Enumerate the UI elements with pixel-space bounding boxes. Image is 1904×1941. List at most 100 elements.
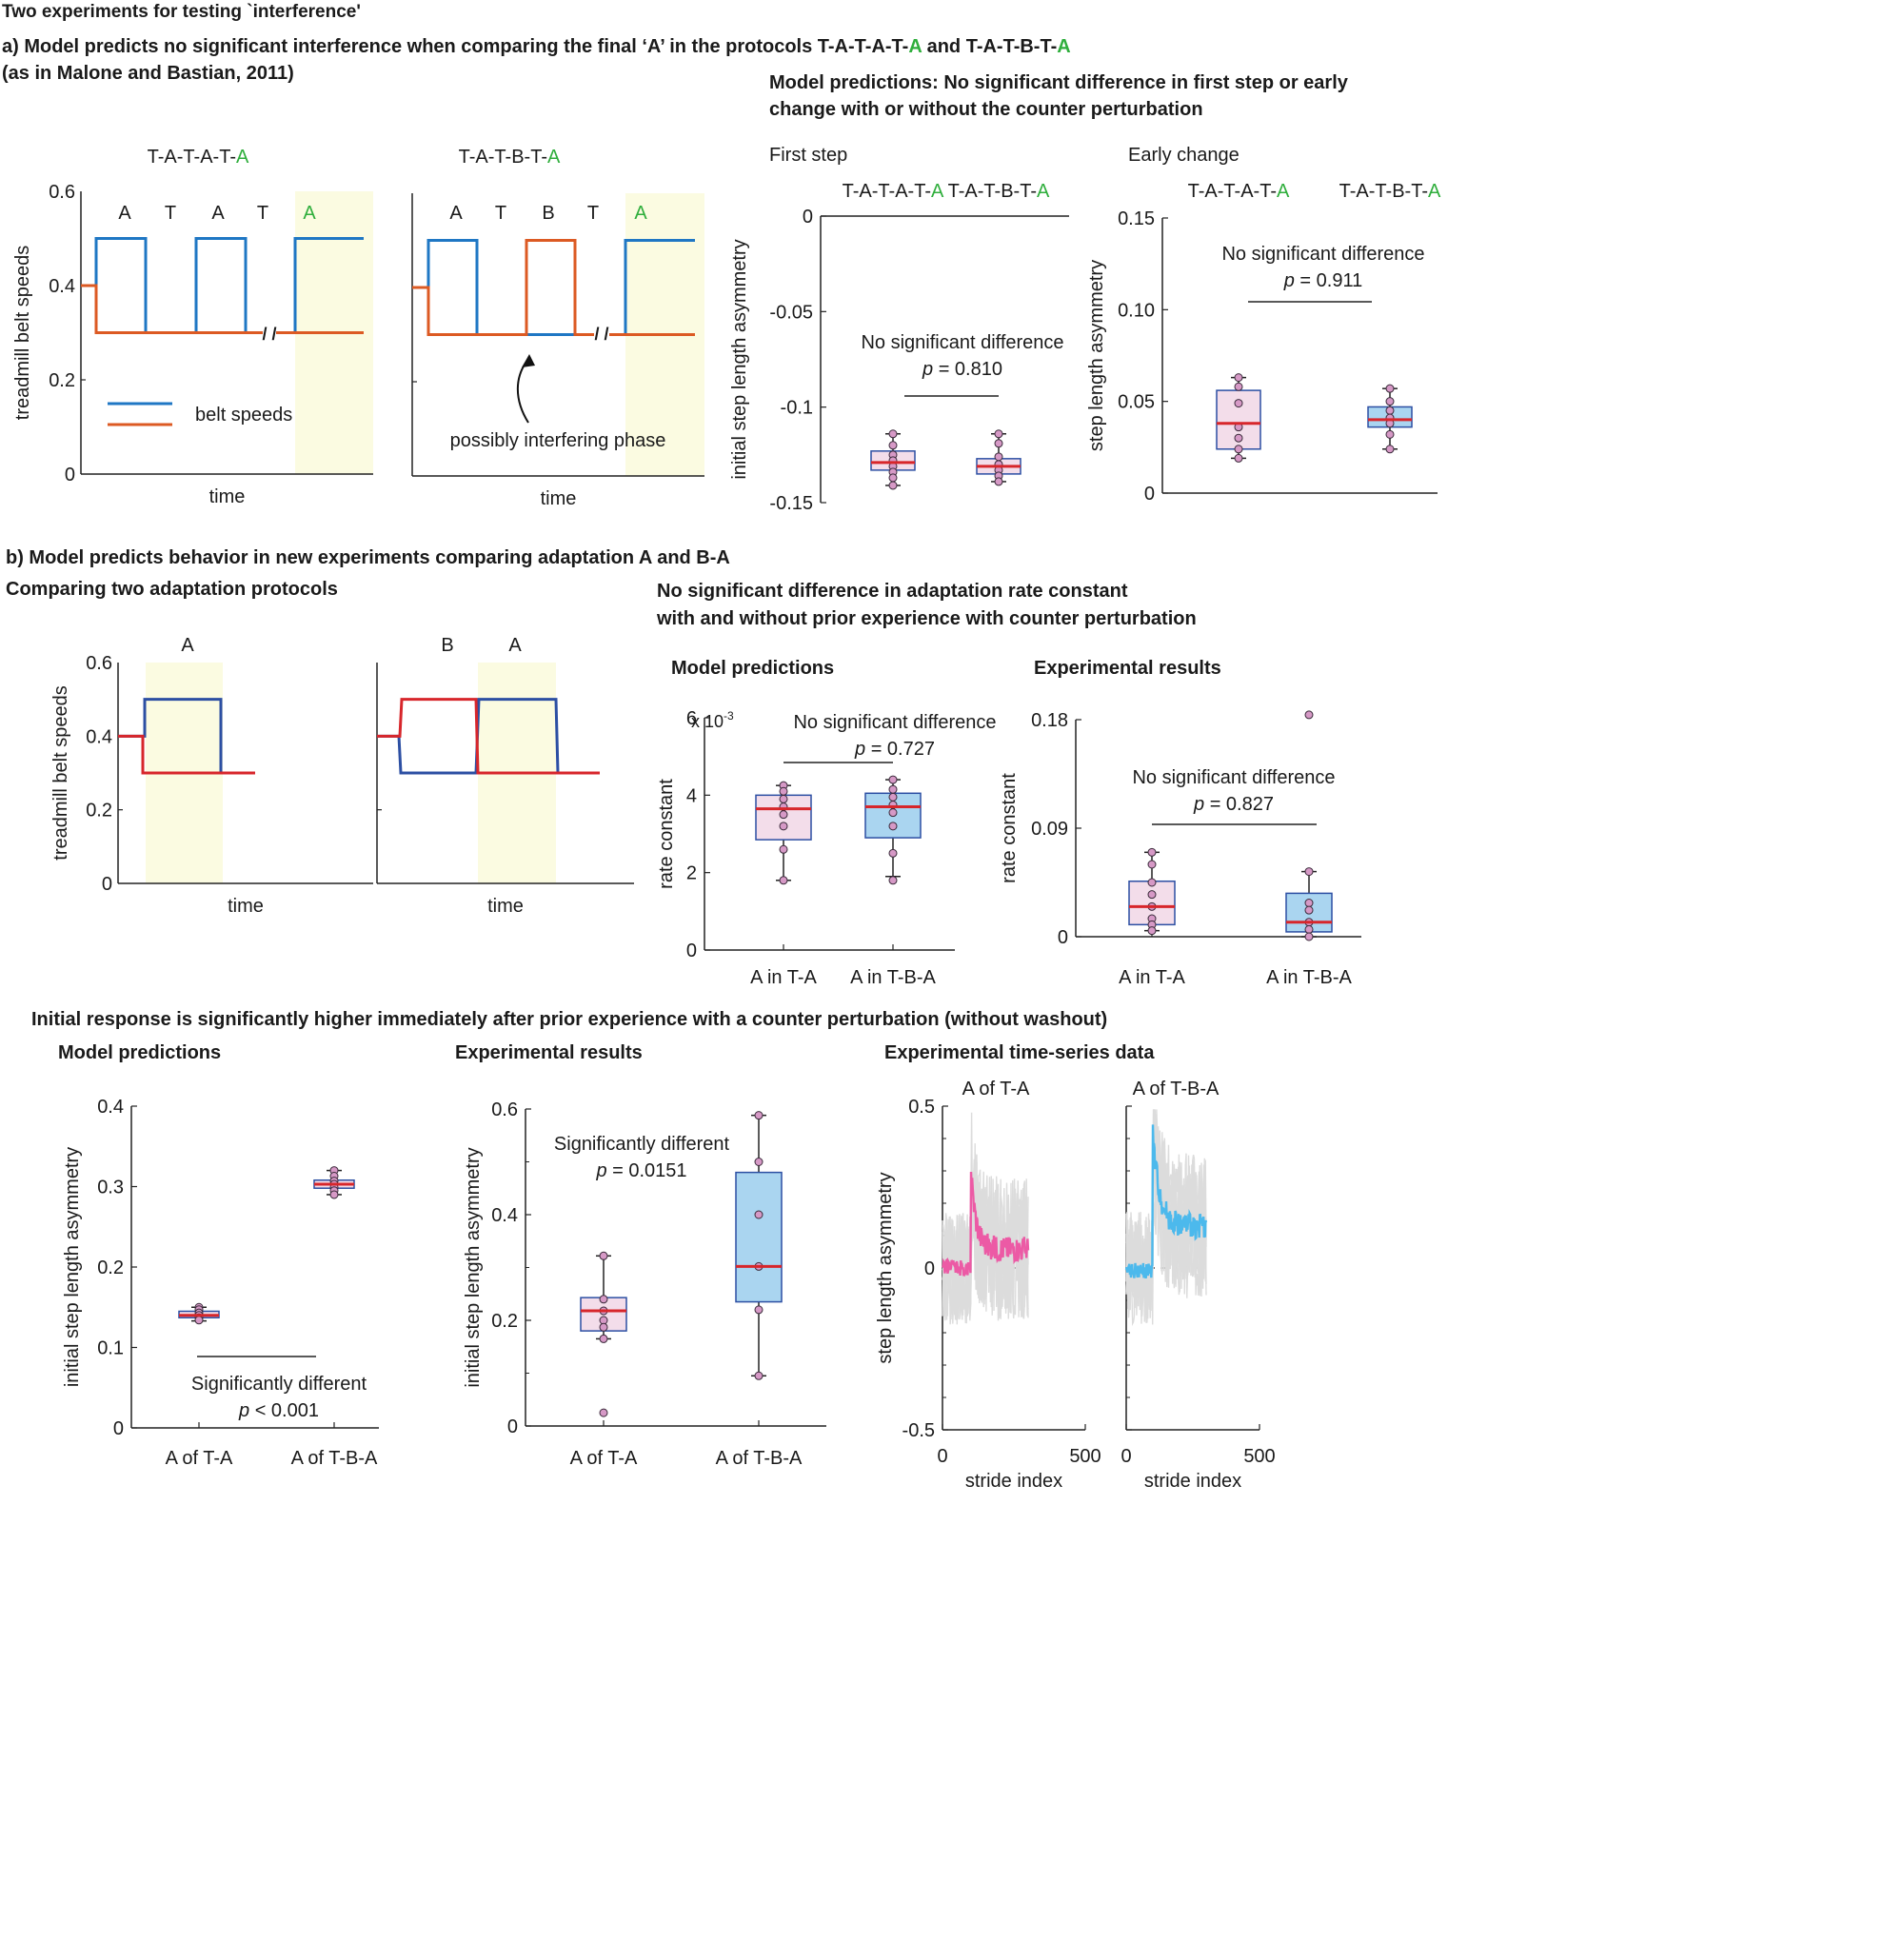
data-point: [754, 1158, 764, 1166]
data-point: [888, 876, 898, 885]
category-label: A of T-A: [166, 1448, 233, 1469]
data-point: [329, 1190, 339, 1199]
y-tick-label: 0.4: [49, 276, 75, 297]
p-value-label: p = 0.727: [854, 739, 935, 760]
significance-annotation: Significantly different: [191, 1374, 367, 1395]
x-tick-label: 0: [1121, 1446, 1131, 1467]
data-point: [994, 439, 1003, 448]
x-tick-label: 500: [1069, 1446, 1101, 1467]
init-model-heading: Model predictions: [58, 1042, 222, 1063]
section-a-citation: (as in Malone and Bastian, 2011): [2, 63, 294, 84]
data-point: [779, 822, 788, 831]
data-point: [1234, 399, 1243, 408]
data-point: [754, 1371, 764, 1380]
category-label: T-A-T-A-T-A: [1188, 181, 1290, 202]
rate-exp-heading: Experimental results: [1034, 658, 1221, 679]
model-predictions-heading-1: Model predictions: No significant differ…: [769, 72, 1348, 93]
timeseries-heading: Experimental time-series data: [884, 1042, 1155, 1063]
data-point: [1147, 847, 1157, 857]
data-point: [1385, 397, 1395, 406]
phase-label: T: [257, 203, 268, 224]
data-point: [1147, 878, 1157, 887]
p-value-label: p = 0.810: [922, 359, 1002, 380]
data-point: [1147, 860, 1157, 869]
x-axis-label: time: [228, 896, 264, 917]
first-step-title: First step: [769, 145, 848, 166]
early-change-title: Early change: [1128, 145, 1240, 166]
x-axis-label: time: [209, 486, 246, 507]
data-point: [1304, 905, 1314, 915]
data-point: [1385, 384, 1395, 393]
y-tick-label: 0.2: [86, 801, 112, 822]
y-tick-label: 0: [507, 1416, 518, 1437]
y-tick-label: 0.4: [86, 726, 112, 747]
phase-label: A: [508, 635, 522, 656]
significance-annotation: Significantly different: [554, 1134, 730, 1155]
y-axis-label: step length asymmetry: [875, 1172, 896, 1363]
significance-annotation: No significant difference: [793, 712, 996, 733]
data-point: [779, 810, 788, 820]
y-tick-label: -0.15: [769, 493, 813, 514]
data-point: [599, 1408, 608, 1417]
rate-nosig-heading-2: with and without prior experience with c…: [657, 608, 1197, 629]
y-axis-label: treadmill belt speeds: [12, 246, 33, 420]
data-point: [888, 784, 898, 794]
interfering-phase-arrow: [516, 357, 530, 424]
data-point: [1304, 932, 1314, 941]
y-tick-label: 0.05: [1118, 392, 1155, 413]
data-point: [1234, 382, 1243, 391]
y-tick-label: 0: [1144, 484, 1155, 505]
data-point: [1304, 899, 1314, 908]
significance-annotation: No significant difference: [861, 332, 1063, 353]
data-point: [599, 1295, 608, 1304]
legend-label: belt speeds: [195, 405, 292, 426]
phase-label: A: [118, 203, 131, 224]
data-point: [599, 1251, 608, 1260]
y-tick-label: 6: [686, 708, 697, 729]
y-tick-label: 2: [686, 863, 697, 884]
significance-annotation: No significant difference: [1132, 767, 1335, 788]
data-point: [1147, 890, 1157, 900]
category-label: A in T-A: [750, 967, 817, 988]
green-A-1: A: [908, 36, 922, 57]
init-exp-heading: Experimental results: [455, 1042, 643, 1063]
y-tick-label: 0.2: [97, 1258, 124, 1278]
green-A-2: A: [1057, 36, 1071, 57]
data-point: [779, 844, 788, 854]
y-tick-label: 0.18: [1031, 710, 1068, 731]
y-tick-label: 0.09: [1031, 819, 1068, 840]
phase-label: T: [165, 203, 176, 224]
phase-label: A: [634, 203, 647, 224]
p-value-label: p = 0.827: [1193, 794, 1274, 815]
data-point: [1304, 710, 1314, 720]
data-point: [888, 848, 898, 858]
y-axis-label: rate constant: [999, 773, 1020, 883]
section-b-heading: b) Model predicts behavior in new experi…: [6, 547, 730, 568]
p-value-label: p = 0.911: [1283, 270, 1362, 291]
data-point: [779, 794, 788, 803]
category-label: T-A-T-B-T-A: [948, 181, 1050, 202]
data-point: [194, 1316, 204, 1325]
category-label: A in T-A: [1119, 967, 1185, 988]
category-label: A of T-A: [570, 1448, 638, 1469]
y-tick-label: 0: [102, 874, 112, 895]
data-point: [1147, 926, 1157, 936]
category-label: T-A-T-A-T-A: [843, 181, 944, 202]
p-value-label: p = 0.0151: [595, 1160, 686, 1181]
y-tick-label: -0.5: [902, 1420, 935, 1441]
data-point: [994, 477, 1003, 486]
y-tick-label: 0: [924, 1258, 935, 1279]
data-point: [888, 822, 898, 831]
data-point: [888, 429, 898, 439]
individual-trace-grey: [1125, 1109, 1207, 1324]
mean-trace: [942, 1171, 1030, 1277]
category-label: A of T-B-A: [716, 1448, 803, 1469]
y-axis-label: initial step length asymmetry: [729, 239, 750, 479]
data-point: [1385, 429, 1395, 439]
y-axis-label: initial step length asymmetry: [463, 1147, 484, 1387]
phase-label: T: [495, 203, 506, 224]
x-axis-label: time: [541, 488, 577, 509]
section-a-heading-and: and T-A-T-B-T-: [922, 36, 1058, 57]
category-label: A of T-B-A: [291, 1448, 378, 1469]
phase-label: A: [211, 203, 225, 224]
